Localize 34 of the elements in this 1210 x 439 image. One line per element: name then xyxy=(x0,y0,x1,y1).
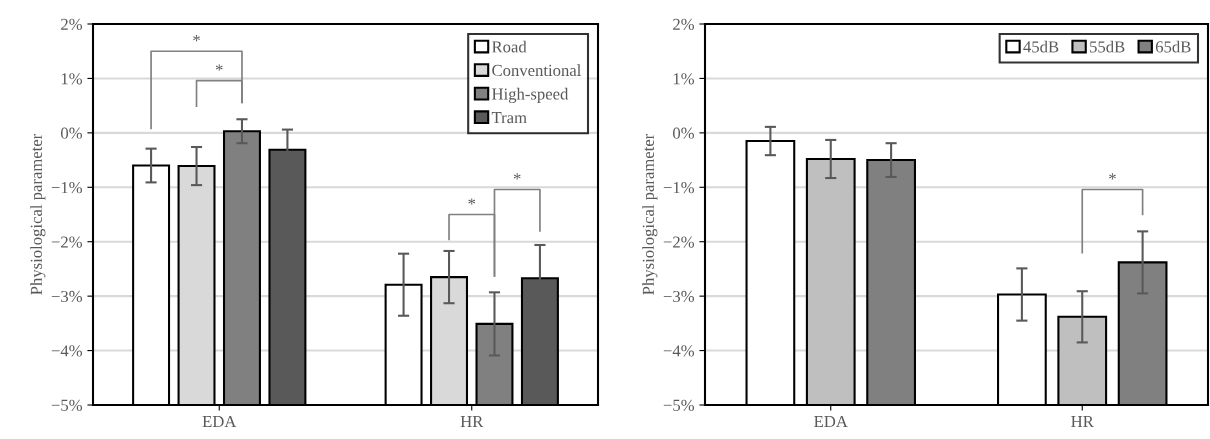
legend-label: Road xyxy=(492,40,527,53)
x-tick-label: HR xyxy=(1071,416,1094,427)
y-axis-title: Physiological parameter xyxy=(30,133,46,295)
y-tick-label: −1% xyxy=(663,181,695,194)
annotation: * xyxy=(193,35,200,42)
y-tick-label: −4% xyxy=(51,345,83,357)
legend-label: Tram xyxy=(491,112,527,124)
y-tick-label: −2% xyxy=(663,236,695,248)
y-axis-title: Physiological parameter xyxy=(642,133,658,295)
annotation: * xyxy=(1109,173,1116,180)
y-tick-label: 1% xyxy=(61,73,83,85)
legend-label: 45dB xyxy=(1023,40,1059,53)
y-tick-label: −3% xyxy=(51,290,83,303)
y-tick-label: 0% xyxy=(61,127,83,139)
annotation: * xyxy=(468,198,476,205)
y-tick-label: −1% xyxy=(51,181,83,194)
y-tick-label: −4% xyxy=(663,345,695,357)
legend-label: High-speed xyxy=(492,87,569,104)
y-tick-label: −5% xyxy=(51,399,83,411)
x-tick-label: EDA xyxy=(814,415,848,428)
annotation: * xyxy=(215,64,223,71)
y-tick-label: −5% xyxy=(663,399,695,411)
y-tick-label: 2% xyxy=(673,18,695,30)
x-tick-label: HR xyxy=(460,416,484,427)
legend-label: 65dB xyxy=(1155,40,1191,53)
x-tick-label: EDA xyxy=(202,415,237,428)
y-tick-label: 2% xyxy=(61,18,83,30)
annotation: * xyxy=(513,173,521,180)
legend-label: 55dB xyxy=(1090,40,1125,53)
legend-label: Conventional xyxy=(492,64,581,77)
y-tick-label: 1% xyxy=(673,73,695,85)
y-tick-label: 0% xyxy=(673,127,695,139)
y-tick-label: −3% xyxy=(663,290,695,303)
y-tick-label: −2% xyxy=(51,236,83,248)
